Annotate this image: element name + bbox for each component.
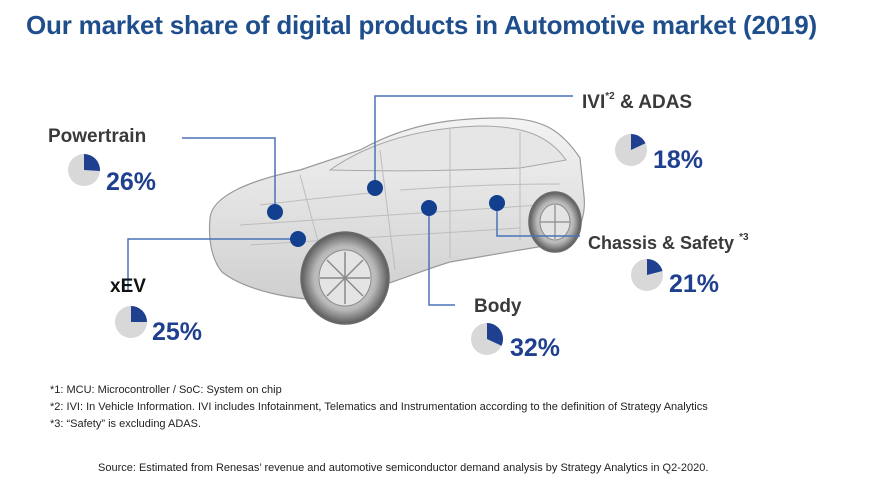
pct-powertrain: 26% [106,168,157,196]
label-powertrain: Powertrain [48,126,146,148]
pct-body: 32% [510,334,561,362]
dot-xev [290,231,306,247]
label-powertrain-text: Powertrain [48,126,147,147]
component-dots [267,180,505,247]
connector-body [428,208,455,306]
pct-ivi-adas: 18% [653,146,704,174]
footnote-2: *2: IVI: In Vehicle Information. IVI inc… [50,401,708,413]
pct-xev: 25% [152,318,203,346]
label-xev-text: xEV [110,276,146,297]
pie-slice [487,323,504,346]
pie-slice [631,134,646,150]
label-adas-text: & ADAS [614,92,693,113]
label-ivi-text: IVI [582,92,606,113]
connector-ivi [374,95,573,187]
label-chassis-text: Chassis & Safety [588,233,740,253]
footnote-1: *1: MCU: Microcontroller / SoC: System o… [50,384,282,396]
pie-powertrain [68,154,101,186]
pie-slice [84,154,101,171]
label-ivi-footnote: *2 [605,90,615,102]
label-ivi-adas: IVI*2 & ADAS [582,90,693,114]
connector-xev [127,238,296,292]
dot-body [421,200,437,216]
dot-chassis [489,195,505,211]
label-chassis-safety: Chassis & Safety *3 [588,232,749,254]
pie-xev [115,306,147,338]
source-note: Source: Estimated from Renesas’ revenue … [98,462,709,474]
pie-slice [131,306,147,322]
label-xev: xEV [110,276,146,298]
connector-chassis [496,203,580,237]
page-title: Our market share of digital products in … [26,10,817,40]
pie-chassis-safety [631,259,663,291]
pie-slice [647,259,663,275]
car-windows [328,125,567,172]
footnote-3: *3: “Safety” is excluding ADAS. [50,418,202,430]
rear-wheel [528,191,582,253]
pie-ivi-adas [615,134,647,166]
dot-ivi [367,180,383,196]
front-wheel [300,231,390,325]
label-body-text: Body [474,296,522,317]
connector-powertrain [182,137,276,210]
label-chassis-footnote: *3 [739,232,749,243]
dot-powertrain [267,204,283,220]
pct-chassis-safety: 21% [669,270,720,298]
connector-lines [127,95,580,306]
pie-body [471,323,504,355]
label-body: Body [474,296,522,318]
